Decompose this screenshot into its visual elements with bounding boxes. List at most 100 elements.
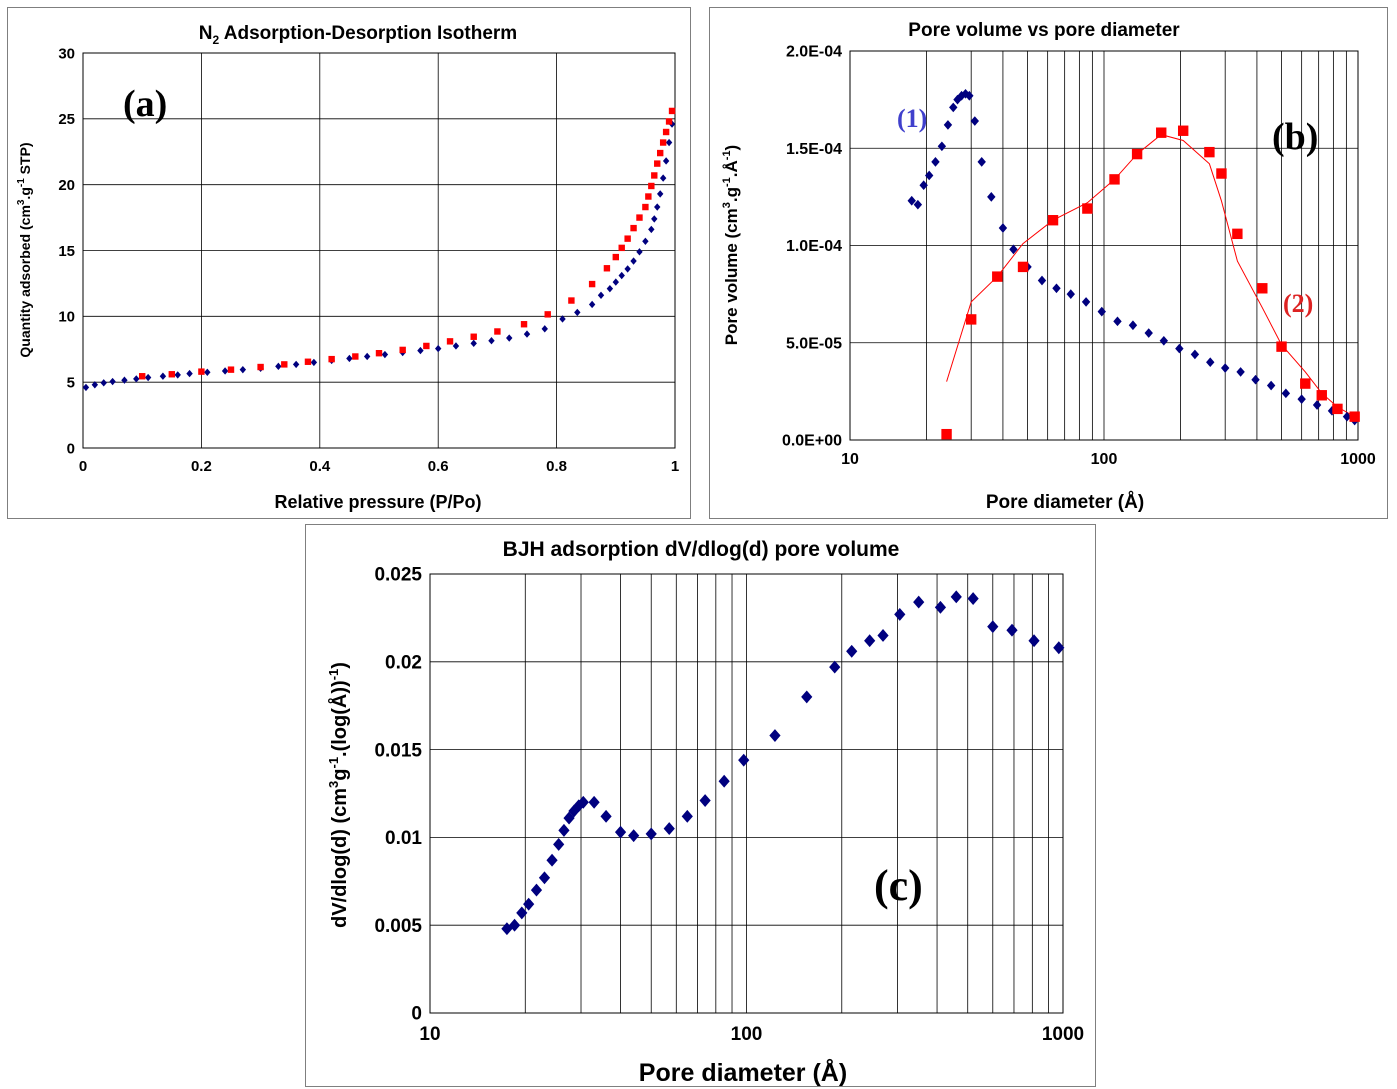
x-tick-label: 0.4: [309, 458, 331, 475]
series-2-point: [630, 224, 637, 232]
plot-frame: [429, 573, 1064, 1014]
series-1-point: [953, 94, 962, 105]
series-1-point: [1097, 306, 1106, 317]
series-1-point: [998, 223, 1008, 233]
chart-a-ticks: 0 5 10 15 20 25 30 0 0.2 0.4 0.6 0.8 1: [58, 45, 679, 475]
series-1-point: [568, 804, 580, 818]
chart-b-points: [907, 88, 1360, 440]
series-2-point: [1349, 411, 1360, 422]
series-1-point: [506, 334, 513, 342]
series-2-point: [1047, 215, 1059, 226]
y-tick-label: 15: [58, 243, 75, 260]
series-1-point: [381, 350, 389, 359]
series-2-point: [1131, 148, 1143, 160]
series-1-point: [1006, 623, 1018, 637]
series-1-point: [681, 809, 693, 823]
series-1-point: [573, 799, 585, 813]
series-2-point: [1300, 378, 1311, 389]
chart-panel-b: Pore volume vs pore diameter 0.0E+00 5.0E…: [709, 7, 1388, 519]
series-2-point: [654, 160, 661, 167]
series-2-point: [1204, 146, 1215, 158]
y-tick-label: 5.0E-05: [786, 335, 842, 352]
series-1-point: [91, 381, 99, 389]
series-2-point: [657, 149, 664, 157]
series-1-point: [1159, 335, 1169, 346]
series-2-point: [399, 346, 406, 354]
series-2-point: [1177, 125, 1189, 136]
series-1-point: [950, 590, 962, 604]
series-1-point: [987, 620, 999, 634]
series-2-point: [1216, 168, 1227, 179]
chart-a-panel-label: (a): [123, 83, 167, 125]
plot-frame: [82, 52, 676, 449]
x-tick-label: 0.2: [191, 458, 212, 475]
series-1-point: [363, 352, 371, 361]
series-1-point: [1327, 405, 1337, 416]
series-1-point: [1037, 275, 1047, 286]
y-tick-label: 0.005: [374, 916, 422, 937]
series-1-point: [488, 337, 495, 345]
series-1-point: [967, 592, 979, 606]
y-tick-label: 0.025: [374, 565, 422, 586]
series-2-point: [965, 314, 977, 325]
chart-c-panel-label: (c): [874, 861, 923, 910]
series-1-point: [1113, 316, 1122, 327]
series-1-point: [1053, 641, 1065, 655]
series-2-point: [992, 271, 1003, 282]
chart-panel-a: N2 Adsorption-Desorption Isotherm 0 5 10 15…: [7, 7, 691, 519]
series-1-point: [239, 365, 247, 374]
series-1-point: [642, 237, 649, 245]
series-1-point: [624, 265, 631, 273]
chart-a-ylabel: Quantity adsorbed (cm3.g-1 STP): [16, 142, 33, 357]
series-1-point: [516, 906, 528, 920]
series-2-point: [636, 214, 643, 221]
series-2-point: [1276, 341, 1287, 352]
series-2-point: [624, 235, 631, 242]
chart-c-grid: [429, 573, 1064, 1014]
series-2-point: [651, 172, 658, 179]
series-1-point: [574, 308, 581, 317]
series-1-point: [1052, 283, 1061, 294]
y-tick-label: 0.02: [385, 652, 422, 673]
y-tick-label: 20: [58, 177, 75, 194]
y-tick-label: 0: [411, 1004, 422, 1025]
series-2-point: [1332, 403, 1343, 415]
series-1-point: [82, 383, 90, 392]
series-1-point: [541, 325, 548, 333]
series-1-point: [186, 369, 193, 378]
series-2-point: [139, 373, 146, 380]
series-1-point: [600, 809, 612, 823]
series-1-point: [769, 729, 781, 742]
chart-b-ylabel: Pore volume (cm3.g-1.Å-1): [721, 145, 741, 345]
series-1-point: [133, 375, 140, 383]
series-1-point: [949, 102, 958, 113]
series-2-point: [1109, 174, 1120, 185]
y-tick-label: 25: [58, 111, 75, 128]
series-1-point: [1206, 357, 1215, 368]
series-2-point: [168, 371, 175, 378]
x-tick-label: 1000: [1042, 1024, 1084, 1045]
chart-c-xlabel: Pore diameter (Å): [639, 1058, 847, 1087]
series-1-point: [121, 376, 128, 384]
series-1-point: [523, 330, 531, 338]
x-tick-label: 0: [79, 458, 87, 475]
series-2-point: [603, 265, 611, 272]
x-tick-label: 100: [1091, 451, 1118, 468]
series-1-point: [1342, 411, 1352, 422]
series-2-point: [494, 328, 501, 335]
series-2-point: [198, 368, 205, 375]
chart-b-title: Pore volume vs pore diameter: [908, 20, 1180, 41]
series-1-point: [913, 595, 925, 609]
series-1-point: [174, 371, 181, 379]
series-1-point: [628, 829, 640, 843]
series-1-point: [645, 827, 657, 841]
chart-c-points: [501, 590, 1065, 936]
series-2-point: [1232, 228, 1243, 240]
series-1-point: [275, 362, 282, 371]
series-1-point: [970, 116, 980, 126]
series-1-point: [618, 271, 625, 280]
series-1-point: [1251, 374, 1260, 385]
y-tick-label: 10: [58, 309, 75, 326]
series-1-point: [1281, 388, 1291, 399]
